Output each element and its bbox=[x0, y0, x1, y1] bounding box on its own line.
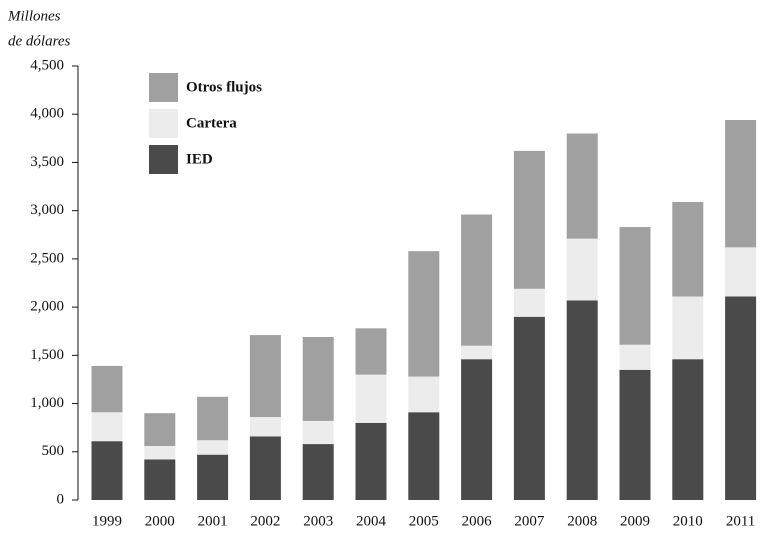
bar-segment bbox=[513, 150, 545, 289]
y-tick-label: 1,000 bbox=[30, 395, 64, 411]
x-tick-label: 1999 bbox=[92, 513, 122, 529]
bar-segment bbox=[355, 328, 387, 375]
y-tick-label: 3,500 bbox=[30, 154, 64, 170]
x-tick-label: 2002 bbox=[250, 513, 280, 529]
bar-segment bbox=[566, 238, 598, 301]
bar-segment bbox=[302, 444, 334, 500]
bar-segment bbox=[566, 133, 598, 239]
bar-segment bbox=[725, 120, 757, 248]
x-tick-label: 2005 bbox=[409, 513, 439, 529]
bar-segment bbox=[672, 296, 704, 360]
bar-segment bbox=[355, 374, 387, 423]
bar-segment bbox=[249, 417, 281, 437]
bar-segment bbox=[144, 459, 176, 500]
bar-segment bbox=[302, 337, 334, 421]
bar-segment bbox=[144, 413, 176, 446]
y-tick-label: 2,000 bbox=[30, 299, 64, 315]
bar-segment bbox=[91, 412, 123, 442]
legend-swatch bbox=[149, 73, 178, 102]
bar-segment bbox=[249, 335, 281, 418]
y-tick-label: 1,500 bbox=[30, 347, 64, 363]
bar-segment bbox=[619, 369, 651, 500]
bar-segment bbox=[197, 440, 229, 455]
x-tick-label: 2008 bbox=[567, 513, 597, 529]
x-tick-label: 2011 bbox=[726, 513, 755, 529]
y-axis-label: de dólares bbox=[8, 33, 71, 49]
bar-segment bbox=[725, 247, 757, 297]
bar-segment bbox=[461, 359, 493, 500]
y-tick-label: 4,500 bbox=[30, 57, 64, 73]
legend-label: Otros flujos bbox=[186, 79, 262, 95]
bar-segment bbox=[725, 296, 757, 500]
x-tick-label: 2001 bbox=[198, 513, 228, 529]
y-tick-label: 500 bbox=[42, 443, 65, 459]
y-tick-label: 4,000 bbox=[30, 106, 64, 122]
bar-segment bbox=[91, 441, 123, 500]
bar-segment bbox=[461, 345, 493, 360]
legend-label: IED bbox=[186, 151, 213, 167]
bar-segment bbox=[91, 365, 123, 413]
y-tick-label: 3,000 bbox=[30, 202, 64, 218]
bar-segment bbox=[513, 316, 545, 500]
bar-segment bbox=[461, 214, 493, 346]
x-tick-label: 2004 bbox=[356, 513, 387, 529]
bar-segment bbox=[408, 251, 440, 377]
bar-segment bbox=[197, 454, 229, 500]
bar-segment bbox=[566, 300, 598, 500]
bar-segment bbox=[672, 201, 704, 297]
legend-label: Cartera bbox=[186, 115, 237, 131]
bar-segment bbox=[408, 376, 440, 413]
x-tick-label: 2010 bbox=[673, 513, 703, 529]
bar-segment bbox=[355, 422, 387, 500]
x-tick-label: 2006 bbox=[462, 513, 493, 529]
x-tick-label: 2000 bbox=[145, 513, 175, 529]
bar-segment bbox=[144, 445, 176, 460]
bar-segment bbox=[619, 344, 651, 370]
legend-swatch bbox=[149, 145, 178, 174]
x-tick-label: 2009 bbox=[620, 513, 650, 529]
x-tick-label: 2003 bbox=[303, 513, 333, 529]
legend-swatch bbox=[149, 109, 178, 138]
bar-segment bbox=[302, 420, 334, 445]
bar-segment bbox=[249, 436, 281, 500]
bar-segment bbox=[513, 288, 545, 317]
y-tick-label: 2,500 bbox=[30, 250, 64, 266]
y-axis-label: Millones bbox=[7, 8, 61, 24]
bar-segment bbox=[408, 412, 440, 500]
bar-segment bbox=[672, 359, 704, 500]
y-tick-label: 0 bbox=[57, 491, 65, 507]
bar-segment bbox=[619, 227, 651, 345]
x-tick-label: 2007 bbox=[514, 513, 545, 529]
bar-segment bbox=[197, 396, 229, 441]
